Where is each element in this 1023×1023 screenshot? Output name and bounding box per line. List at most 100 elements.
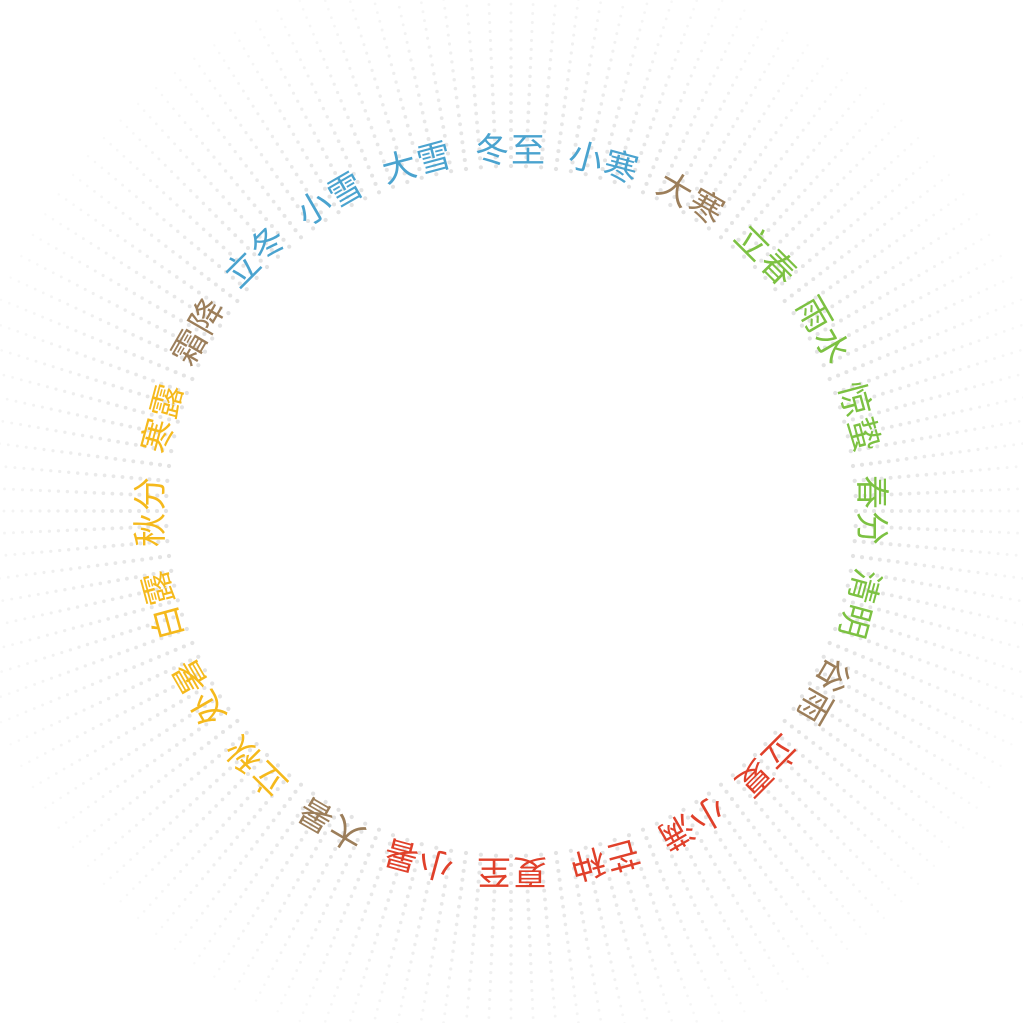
dot-ray [539,4,557,170]
dot-ray [640,0,724,195]
dot-ray [852,539,1018,557]
dot-ray [276,821,368,1013]
dot-ray [523,853,535,1019]
dot-ray [193,791,316,965]
dot-ray [742,102,886,259]
dot-ray [763,136,920,280]
dot-ray [254,20,354,208]
dot-ray [9,276,201,368]
dot-ray [853,508,1020,514]
dot-ray [568,848,602,1021]
dot-ray [553,0,580,172]
dot-ray [752,752,903,903]
dot-ray [349,837,410,1022]
dot-ray [31,233,215,341]
dot-ray [4,539,170,557]
dot-ray [848,420,1021,454]
solar-term-label: 处暑 [164,650,235,732]
dot-ray [373,842,424,1020]
dot-ray [853,523,1019,535]
dot-ray [752,119,903,270]
dot-ray [102,742,259,886]
dot-ray [213,44,328,223]
dot-ray [1,420,174,454]
dot-ray [782,718,951,849]
dot-ray [508,853,514,1020]
dot-ray [668,814,768,1002]
dot-ray [853,487,1019,499]
dot-ray [553,850,580,1023]
solar-term-label: 谷雨 [787,650,858,732]
dot-ray [791,706,965,829]
dot-ray [852,465,1018,483]
solar-term-label: 小满 [650,787,732,858]
dot-ray [539,852,557,1018]
dot-ray [465,4,483,170]
dot-ray [397,5,439,177]
dot-ray [568,1,602,174]
dot-ray [583,5,625,177]
dot-ray [254,814,354,1002]
dot-ray [626,0,698,189]
dot-ray [373,2,424,180]
solar-term-label: 小雪 [290,164,372,235]
dot-ray [20,668,208,768]
dot-ray [298,827,382,1023]
dot-ray [420,848,454,1021]
dot-ray [833,626,1023,698]
dot-ray [814,254,1002,354]
dot-ray [31,681,215,789]
solar-term-label: 霜降 [164,290,235,372]
dot-ray [681,31,789,215]
dot-ray [442,0,469,172]
dot-ray [668,20,768,208]
dot-ray [44,694,223,809]
dot-ray [814,668,1002,768]
dot-ray [0,612,185,673]
dot-ray [0,324,189,396]
dot-ray [154,86,292,249]
dot-ray [845,583,1023,626]
dot-ray [5,583,177,625]
solar-term-label: 芒种 [564,830,644,887]
dot-ray [420,1,454,174]
dot-ray [233,31,341,215]
dot-ray [782,173,951,304]
dot-ray [612,837,673,1022]
solar-term-label: 大雪 [378,135,458,192]
dot-ray [119,119,270,270]
dot-ray [57,706,231,829]
dot-ray [842,598,1020,649]
dot-ray [2,373,180,424]
dot-ray [842,373,1020,424]
dot-ray [0,298,195,382]
solar-term-label: 小寒 [564,135,644,192]
dot-ray [0,640,195,724]
dot-ray [654,9,746,201]
dot-ray [821,276,1013,368]
dot-ray [773,730,936,868]
dot-ray [730,773,868,936]
dot-ray [718,782,849,951]
solar-term-label: 大寒 [650,164,732,235]
dot-ray [821,654,1013,746]
dot-ray [773,154,936,292]
solar-term-label: 大暑 [290,787,372,858]
solar-term-label: 秋分 [131,475,171,547]
dot-ray [763,742,920,886]
solar-term-label: 小暑 [378,830,458,887]
dot-ray [173,782,304,951]
dot-ray [827,640,1023,724]
dot-ray [612,0,673,185]
dot-ray [837,612,1022,673]
dot-ray [487,3,499,169]
dot-ray [233,807,341,991]
dot-ray [626,833,698,1023]
dot-ray [349,0,410,185]
dot-ray [807,233,991,341]
dot-ray [0,553,172,580]
dot-ray [2,598,180,649]
dot-ray [442,850,469,1023]
